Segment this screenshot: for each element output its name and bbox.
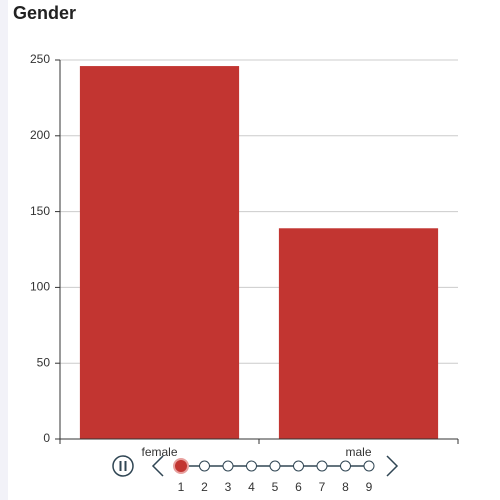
x-tick-label: female <box>141 445 177 459</box>
timeline-point[interactable] <box>316 460 328 472</box>
prev-button[interactable] <box>151 455 164 477</box>
pause-icon <box>124 461 127 471</box>
timeline-label: 7 <box>319 480 326 494</box>
y-tick-label: 150 <box>30 204 50 218</box>
timeline-label: 9 <box>366 480 373 494</box>
timeline-point[interactable] <box>222 460 234 472</box>
y-tick-label: 0 <box>43 431 50 445</box>
bar <box>278 228 439 439</box>
timeline-label: 4 <box>248 480 255 494</box>
timeline-point[interactable] <box>269 460 281 472</box>
y-tick-label: 200 <box>30 128 50 142</box>
timeline-label: 5 <box>272 480 279 494</box>
pause-icon <box>119 461 122 471</box>
timeline-point[interactable] <box>199 460 210 472</box>
timeline-label: 6 <box>295 480 302 494</box>
bar <box>79 66 240 440</box>
timeline-label: 8 <box>342 480 349 494</box>
timeline-label: 2 <box>201 480 208 494</box>
y-tick-label: 50 <box>37 355 51 369</box>
next-button[interactable] <box>386 455 399 477</box>
timeline-point[interactable] <box>340 460 351 472</box>
timeline-label: 1 <box>178 480 185 494</box>
play-button[interactable] <box>112 455 134 477</box>
timeline-label: 3 <box>225 480 232 494</box>
timeline-point[interactable] <box>363 460 375 472</box>
side-strip <box>0 0 8 500</box>
chart-title: Gender <box>13 3 76 23</box>
y-tick-label: 100 <box>30 280 50 294</box>
timeline-current-point[interactable] <box>173 458 189 474</box>
timeline-point[interactable] <box>293 460 304 472</box>
x-tick-label: male <box>345 445 371 459</box>
y-tick-label: 250 <box>30 52 50 66</box>
timeline-point[interactable] <box>246 460 257 472</box>
